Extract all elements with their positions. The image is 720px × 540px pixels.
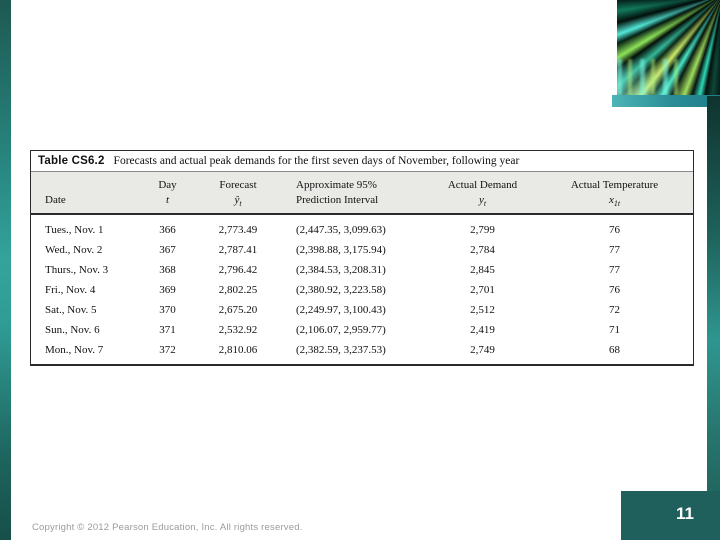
cell-day: 366 xyxy=(159,224,176,236)
cell-date: Wed., Nov. 2 xyxy=(45,244,103,256)
cell-date: Tues., Nov. 1 xyxy=(45,224,104,236)
cell-forecast: 2,532.92 xyxy=(218,324,258,336)
table-row: Wed., Nov. 2 367 2,787.41 (2,398.88, 3,1… xyxy=(31,240,693,260)
cell-day: 369 xyxy=(159,284,176,296)
cell-temperature: 76 xyxy=(609,224,620,236)
cell-demand: 2,784 xyxy=(470,244,495,256)
data-table: Day Forecast Approximate 95% Actual Dema… xyxy=(31,172,693,364)
cell-demand: 2,512 xyxy=(470,304,495,316)
cell-temperature: 77 xyxy=(609,264,620,276)
col-date-header: Date xyxy=(45,194,66,206)
cell-temperature: 72 xyxy=(609,304,620,316)
table-caption: Forecasts and actual peak demands for th… xyxy=(113,155,520,167)
cell-forecast: 2,675.20 xyxy=(218,304,258,316)
header-row-labels: Day Forecast Approximate 95% Actual Dema… xyxy=(31,172,693,193)
cell-forecast: 2,796.42 xyxy=(218,264,258,276)
col-interval-label: Approximate 95% xyxy=(296,179,377,191)
table-title: Table CS6.2 Forecasts and actual peak de… xyxy=(31,151,693,172)
table-row: Sat., Nov. 5 370 2,675.20 (2,249.97, 3,1… xyxy=(31,300,693,320)
col-forecast-symbol: ŷt xyxy=(234,194,242,209)
cell-day: 371 xyxy=(159,324,176,336)
cell-date: Mon., Nov. 7 xyxy=(45,344,104,356)
cell-interval: (2,398.88, 3,175.94) xyxy=(296,244,386,256)
right-accent-bar xyxy=(707,96,720,540)
cell-forecast: 2,773.49 xyxy=(218,224,258,236)
cell-day: 368 xyxy=(159,264,176,276)
table-row: Fri., Nov. 4 369 2,802.25 (2,380.92, 3,2… xyxy=(31,280,693,300)
photo-underline-bar xyxy=(612,95,720,107)
page-number-box: 11 xyxy=(621,491,720,540)
cell-demand: 2,419 xyxy=(470,324,495,336)
cell-date: Fri., Nov. 4 xyxy=(45,284,96,296)
light-streaks-decoration xyxy=(617,58,679,95)
cell-date: Thurs., Nov. 3 xyxy=(45,264,109,276)
col-forecast-label: Forecast xyxy=(219,179,257,191)
col-day-symbol: t xyxy=(165,194,170,206)
cell-temperature: 71 xyxy=(609,324,620,336)
table-row: Tues., Nov. 1 366 2,773.49 (2,447.35, 3,… xyxy=(31,214,693,240)
cell-forecast: 2,810.06 xyxy=(218,344,258,356)
table-row: Mon., Nov. 7 372 2,810.06 (2,382.59, 3,2… xyxy=(31,340,693,364)
col-date-spacer xyxy=(31,172,136,193)
table-body: Tues., Nov. 1 366 2,773.49 (2,447.35, 3,… xyxy=(31,214,693,364)
cell-interval: (2,382.59, 3,237.53) xyxy=(296,344,386,356)
cell-interval: (2,380.92, 3,223.58) xyxy=(296,284,386,296)
cell-date: Sun., Nov. 6 xyxy=(45,324,100,336)
col-day-label: Day xyxy=(158,179,177,191)
cell-temperature: 68 xyxy=(609,344,620,356)
cell-forecast: 2,787.41 xyxy=(218,244,258,256)
table-header: Day Forecast Approximate 95% Actual Dema… xyxy=(31,172,693,214)
cell-temperature: 77 xyxy=(609,244,620,256)
copyright-text: Copyright © 2012 Pearson Education, Inc.… xyxy=(32,522,303,533)
col-demand-label: Actual Demand xyxy=(447,179,518,191)
cell-day: 372 xyxy=(159,344,176,356)
col-interval-label2: Prediction Interval xyxy=(296,194,379,206)
col-demand-symbol: yt xyxy=(478,194,487,209)
col-temperature-symbol: x1t xyxy=(608,194,621,209)
cell-interval: (2,249.97, 3,100.43) xyxy=(296,304,386,316)
cell-forecast: 2,802.25 xyxy=(218,284,258,296)
table-row: Sun., Nov. 6 371 2,532.92 (2,106.07, 2,9… xyxy=(31,320,693,340)
header-row-symbols: Date t ŷt Prediction Interval yt x1t xyxy=(31,193,693,214)
cell-interval: (2,106.07, 2,959.77) xyxy=(296,324,386,336)
cell-interval: (2,384.53, 3,208.31) xyxy=(296,264,386,276)
cell-demand: 2,701 xyxy=(470,284,495,296)
table-label: Table CS6.2 xyxy=(38,155,105,167)
table-row: Thurs., Nov. 3 368 2,796.42 (2,384.53, 3… xyxy=(31,260,693,280)
page-number: 11 xyxy=(676,504,694,523)
cell-demand: 2,845 xyxy=(470,264,495,276)
corner-photo xyxy=(617,0,720,95)
col-temperature-label: Actual Temperature xyxy=(570,179,659,191)
cell-day: 370 xyxy=(159,304,176,316)
demand-forecast-table: Table CS6.2 Forecasts and actual peak de… xyxy=(30,150,694,366)
cell-interval: (2,447.35, 3,099.63) xyxy=(296,224,386,236)
cell-demand: 2,749 xyxy=(470,344,495,356)
cell-date: Sat., Nov. 5 xyxy=(45,304,97,316)
cell-temperature: 76 xyxy=(609,284,620,296)
cell-day: 367 xyxy=(159,244,176,256)
cell-demand: 2,799 xyxy=(470,224,495,236)
left-accent-bar xyxy=(0,0,11,540)
